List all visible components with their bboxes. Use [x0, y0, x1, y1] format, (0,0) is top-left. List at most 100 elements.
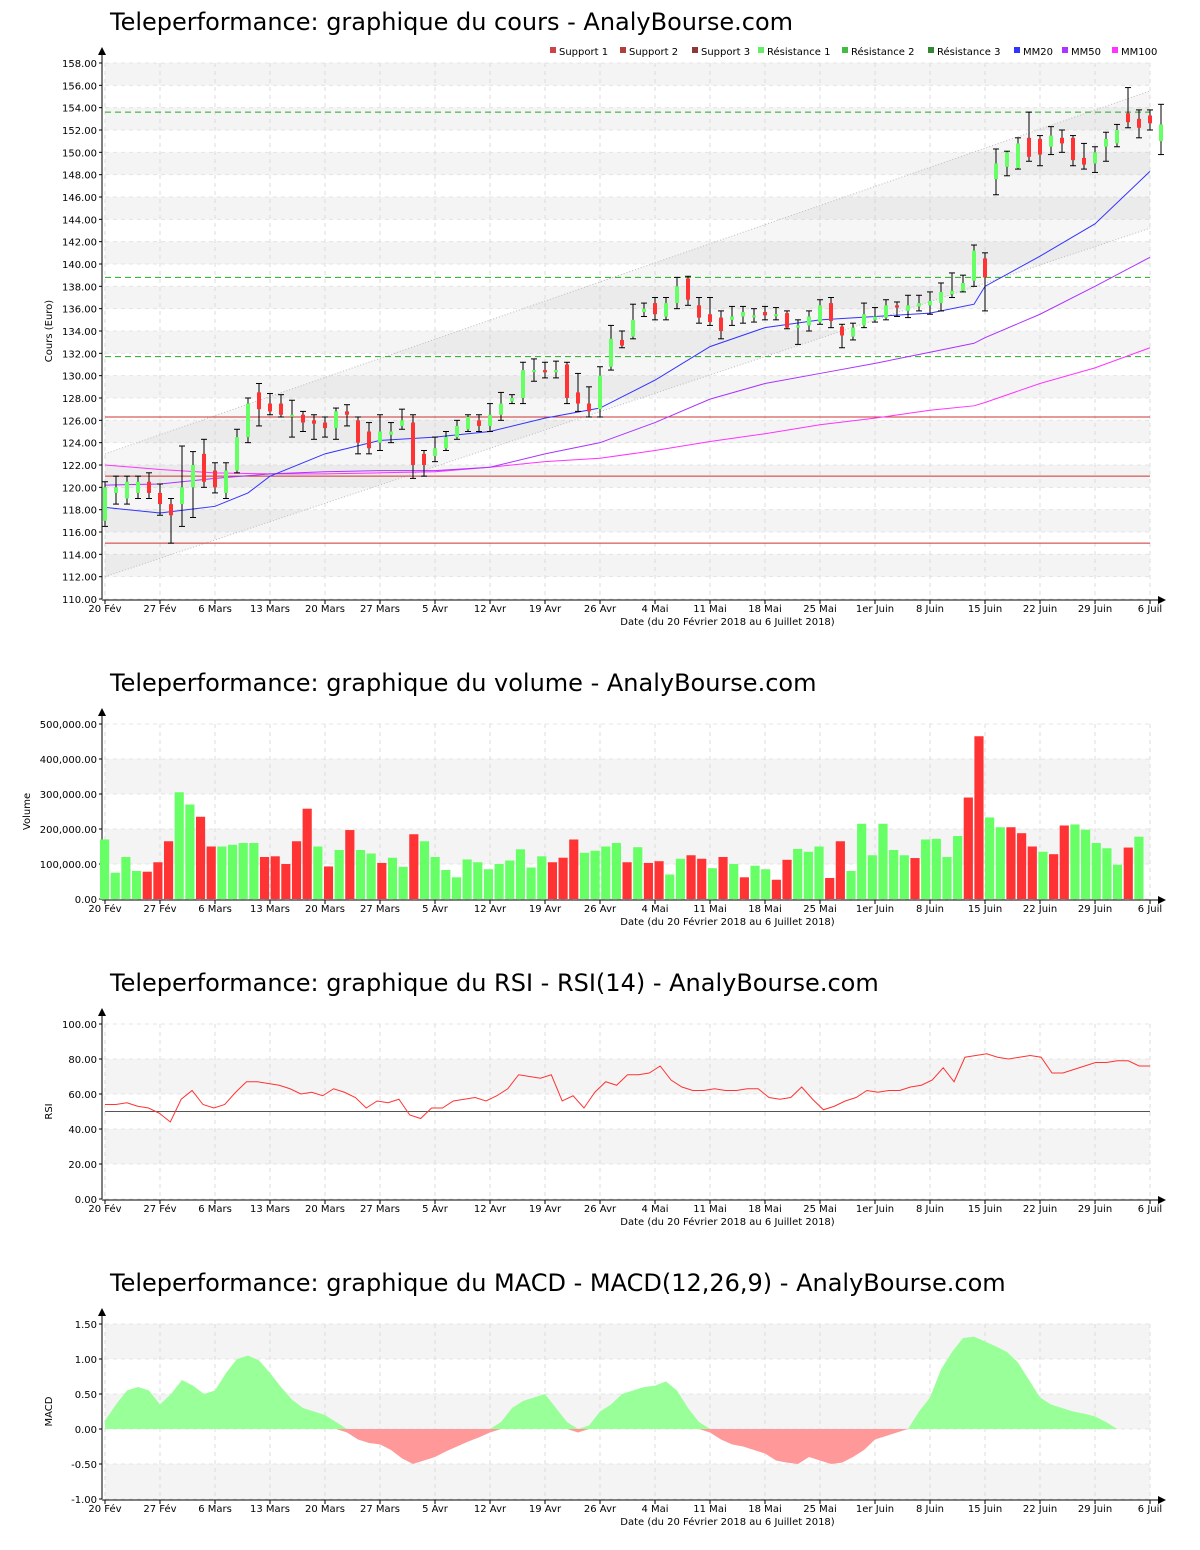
- volume-bar: [142, 871, 152, 899]
- candle-body: [147, 481, 151, 493]
- price-ytick-label: 156.00: [62, 81, 97, 92]
- volume-band: [105, 759, 1150, 794]
- candle-body: [653, 303, 657, 315]
- volume-bar: [1070, 824, 1080, 899]
- candle-body: [565, 364, 569, 398]
- volume-bar: [537, 856, 547, 899]
- volume-bar: [718, 857, 728, 899]
- volume-xtick-label: 27 Mars: [360, 904, 400, 915]
- rsi-ytick-label: 80.00: [68, 1055, 97, 1066]
- volume-bar: [814, 846, 824, 899]
- rsi-ytick-label: 100.00: [62, 1020, 97, 1031]
- price-xtick-label: 13 Mars: [250, 604, 290, 615]
- price-ytick-label: 130.00: [62, 372, 97, 383]
- macd-chart-title: Teleperformance: graphique du MACD - MAC…: [110, 1269, 1006, 1297]
- rsi-band: [105, 1129, 1150, 1164]
- rsi-ytick-label: 60.00: [68, 1090, 97, 1101]
- price-xtick-label: 8 Juin: [916, 604, 944, 615]
- candle-body: [598, 375, 602, 410]
- candle-body: [323, 422, 327, 429]
- volume-bar: [238, 843, 248, 899]
- macd-ytick-label: 1.00: [75, 1355, 97, 1366]
- volume-bar: [515, 849, 526, 899]
- candle-body: [114, 487, 118, 493]
- volume-bar: [1091, 843, 1101, 899]
- macd-y-arrow: [98, 1308, 106, 1316]
- volume-bar: [729, 864, 739, 899]
- candle-body: [829, 303, 833, 321]
- price-ytick-label: 116.00: [62, 528, 97, 539]
- candle-body: [532, 370, 536, 373]
- candle-body: [400, 420, 404, 426]
- candle-body: [686, 278, 690, 300]
- volume-bar: [889, 850, 899, 899]
- candle-body: [1137, 118, 1141, 128]
- candle-body: [202, 453, 206, 482]
- volume-bar: [1113, 864, 1123, 899]
- candle-body: [466, 416, 470, 430]
- price-xtick-label: 22 Juin: [1023, 604, 1057, 615]
- volume-ytick-label: 200,000.00: [40, 825, 97, 836]
- volume-xtick-label: 20 Fév: [88, 903, 121, 915]
- price-band: [105, 286, 1150, 309]
- rsi-xtick-label: 27 Mars: [360, 1204, 400, 1215]
- volume-xtick-label: 4 Mai: [641, 904, 668, 915]
- volume-bar: [921, 839, 931, 899]
- candle-body: [961, 282, 965, 291]
- price-ytick-label: 158.00: [62, 59, 97, 70]
- volume-bar: [185, 804, 195, 899]
- volume-bar: [931, 838, 941, 899]
- price-xtick-label: 6 Juil: [1138, 604, 1162, 615]
- candle-body: [356, 420, 360, 443]
- volume-bar: [1102, 848, 1112, 899]
- macd-band: [105, 1464, 1150, 1499]
- volume-bar: [131, 871, 142, 899]
- rsi-ylabel: RSI: [44, 1103, 55, 1119]
- legend-swatch: [1062, 47, 1068, 53]
- legend-swatch: [1112, 47, 1118, 53]
- price-xtick-label: 4 Mai: [641, 604, 668, 615]
- volume-bar: [206, 846, 216, 899]
- volume-ylabel: Volume: [22, 793, 33, 830]
- macd-xtick-label: 22 Juin: [1023, 1504, 1057, 1515]
- candle-body: [411, 422, 415, 465]
- candle-body: [1082, 157, 1086, 165]
- legend-label: Résistance 3: [937, 46, 1000, 58]
- rsi-line: [105, 1053, 1150, 1123]
- price-xlabel: Date (du 20 Février 2018 au 6 Juillet 20…: [620, 616, 834, 628]
- candle-body: [873, 316, 877, 320]
- legend-swatch: [842, 47, 848, 53]
- rsi-xtick-label: 19 Avr: [529, 1204, 562, 1215]
- volume-bar: [654, 861, 664, 899]
- price-ytick-label: 128.00: [62, 394, 97, 405]
- volume-bar: [782, 859, 792, 899]
- macd-xtick-label: 27 Mars: [360, 1504, 400, 1515]
- volume-panel: Teleperformance: graphique du volume - A…: [0, 655, 1200, 940]
- volume-bar: [366, 853, 376, 899]
- price-band: [105, 63, 1150, 86]
- price-xtick-label: 12 Avr: [474, 604, 507, 615]
- rsi-xtick-label: 8 Juin: [916, 1204, 944, 1215]
- legend-swatch: [620, 47, 626, 53]
- macd-ytick-label: 0.00: [75, 1425, 97, 1436]
- macd-panel: Teleperformance: graphique du MACD - MAC…: [0, 1255, 1200, 1550]
- rsi-ytick-label: 0.00: [75, 1195, 97, 1206]
- volume-bar: [707, 868, 717, 899]
- volume-xtick-label: 5 Avr: [422, 904, 449, 915]
- volume-bar: [995, 827, 1005, 899]
- volume-bar: [505, 860, 515, 899]
- candle-body: [125, 481, 129, 499]
- volume-ytick-label: 300,000.00: [40, 790, 97, 801]
- volume-bar: [611, 843, 621, 899]
- rsi-xtick-label: 20 Fév: [88, 1203, 121, 1215]
- candle-body: [906, 305, 910, 311]
- price-ytick-label: 112.00: [62, 573, 97, 584]
- volume-bar: [675, 858, 685, 899]
- price-ytick-label: 126.00: [62, 416, 97, 427]
- price-band: [105, 152, 1150, 175]
- volume-bar: [153, 862, 163, 899]
- candle-body: [312, 420, 316, 424]
- candle-body: [301, 414, 305, 423]
- volume-bar: [985, 817, 995, 899]
- candle-body: [378, 431, 382, 443]
